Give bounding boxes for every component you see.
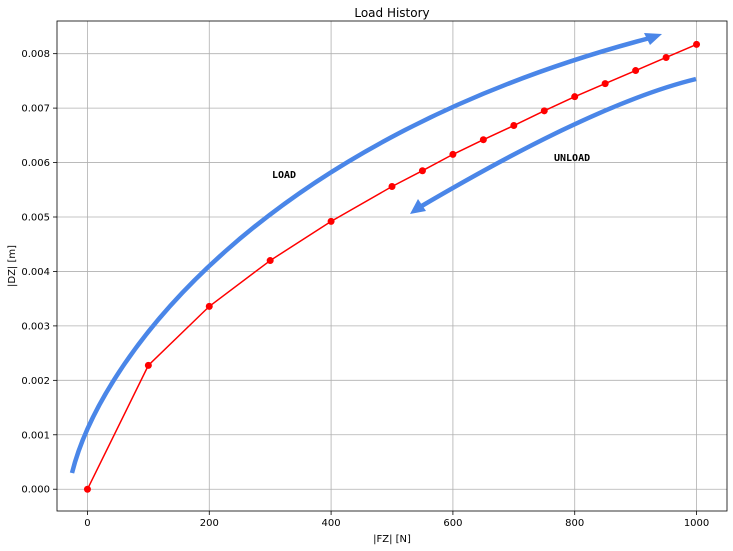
data-point [662, 53, 670, 61]
y-tick-label: 0.000 [21, 485, 50, 496]
data-point [510, 122, 518, 130]
annotation: LOAD [272, 170, 296, 181]
y-tick-label: 0.002 [21, 376, 50, 387]
y-tick-label: 0.006 [21, 158, 50, 169]
chart-title: Load History [354, 6, 429, 20]
load-arrow-head [644, 33, 662, 45]
data-point [632, 67, 640, 75]
data-point [693, 40, 701, 48]
y-tick-label: 0.008 [21, 49, 50, 60]
y-tick-label: 0.004 [21, 267, 50, 278]
data-point [205, 302, 213, 310]
y-tick-label: 0.003 [21, 321, 50, 332]
y-axis-label: |DZ| [m] [7, 245, 18, 287]
x-tick-label: 800 [565, 518, 584, 529]
data-point [418, 167, 426, 175]
unload-arrow-head [410, 199, 426, 214]
data-point [601, 80, 609, 88]
annotation: UNLOAD [554, 153, 590, 164]
x-tick-label: 400 [322, 518, 341, 529]
data-point [571, 93, 579, 101]
data-point [83, 485, 91, 493]
data-line [86, 43, 697, 490]
x-axis-label: |FZ| [N] [373, 534, 411, 545]
unload-arrow [418, 76, 697, 209]
y-tick-label: 0.005 [21, 213, 50, 224]
data-point [266, 257, 274, 265]
data-point [327, 217, 335, 225]
x-tick-label: 0 [84, 518, 90, 529]
x-tick-label: 200 [200, 518, 219, 529]
x-tick-label: 1000 [684, 518, 709, 529]
data-point [479, 136, 487, 144]
data-point [388, 183, 396, 191]
y-tick-label: 0.007 [21, 104, 50, 115]
y-tick-label: 0.001 [21, 430, 50, 441]
data-point [540, 107, 548, 115]
x-tick-label: 600 [443, 518, 462, 529]
data-point [144, 361, 152, 369]
load-arrow [69, 35, 651, 474]
plot-frame [56, 20, 728, 512]
data-point [449, 150, 457, 158]
